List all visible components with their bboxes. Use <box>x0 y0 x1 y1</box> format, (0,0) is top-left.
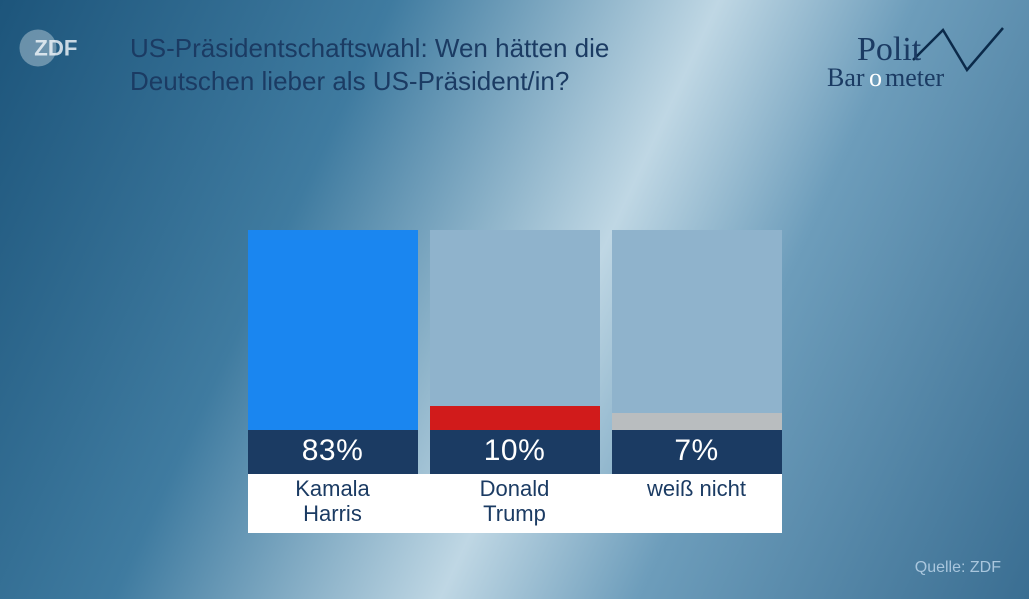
bars-row: 83% 10% 7% <box>248 230 782 474</box>
bar-label-line-1: Donald <box>430 476 600 501</box>
brand-accent-o: o <box>869 63 882 92</box>
bar-fill <box>612 413 782 430</box>
bar-fill <box>430 406 600 430</box>
bar-track <box>612 230 782 430</box>
title-line-1: US-Präsidentschaftswahl: Wen hätten die <box>130 32 690 65</box>
svg-text:meter: meter <box>885 63 945 92</box>
bar-outer <box>430 230 600 430</box>
bar-fill <box>248 230 418 430</box>
chart-title: US-Präsidentschaftswahl: Wen hätten die … <box>130 32 690 99</box>
bar-outer <box>248 230 418 430</box>
zdf-logo-text: ZDF <box>34 35 77 60</box>
bar-label: weiß nicht <box>612 476 782 527</box>
bar-column: 7% <box>612 230 782 474</box>
brand-line-2: Bar o meter <box>827 63 945 92</box>
bar-value: 7% <box>612 430 782 474</box>
bar-label-line-2: Harris <box>248 501 418 526</box>
bar-value: 10% <box>430 430 600 474</box>
bar-label: DonaldTrump <box>430 476 600 527</box>
bar-label: KamalaHarris <box>248 476 418 527</box>
labels-strip: KamalaHarrisDonaldTrumpweiß nicht <box>248 474 782 533</box>
zdf-logo: ZDF <box>18 28 92 68</box>
bar-chart: 83%10%7% KamalaHarrisDonaldTrumpweiß nic… <box>0 230 1029 474</box>
stage: ZDF US-Präsidentschaftswahl: Wen hätten … <box>0 0 1029 599</box>
source-caption: Quelle: ZDF <box>915 559 1001 577</box>
bar-label-line-1: Kamala <box>248 476 418 501</box>
bar-label-line-1: weiß nicht <box>612 476 782 501</box>
politbarometer-brand: Polit Bar o meter <box>797 24 1007 94</box>
bar-column: 10% <box>430 230 600 474</box>
svg-text:Bar: Bar <box>827 63 865 92</box>
bar-outer <box>612 230 782 430</box>
bar-label-line-2: Trump <box>430 501 600 526</box>
bar-column: 83% <box>248 230 418 474</box>
bar-track <box>430 230 600 430</box>
chart-inner: 83%10%7% KamalaHarrisDonaldTrumpweiß nic… <box>248 230 782 474</box>
title-line-2: Deutschen lieber als US-Präsident/in? <box>130 65 690 98</box>
bar-value: 83% <box>248 430 418 474</box>
